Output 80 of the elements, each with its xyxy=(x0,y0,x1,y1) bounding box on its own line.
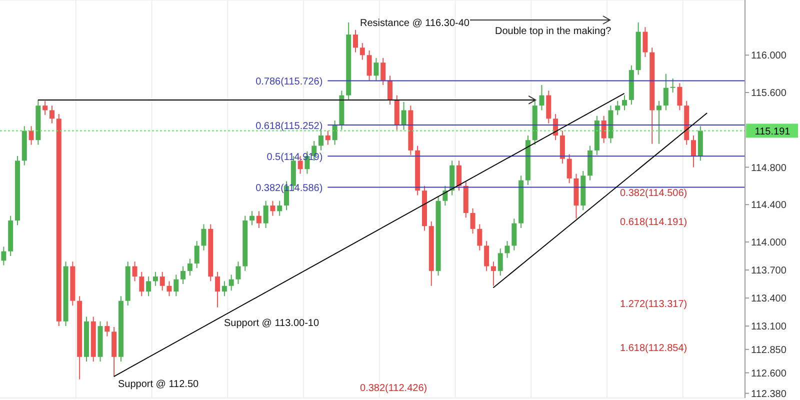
candlestick xyxy=(250,210,255,226)
candlestick xyxy=(498,248,503,276)
ref-line-label: 0.618(115.252) xyxy=(256,121,323,132)
y-tick-label: 113.700 xyxy=(751,266,787,277)
candlestick xyxy=(49,105,54,124)
y-tick-label: 115.600 xyxy=(751,88,787,100)
candlestick xyxy=(670,78,676,93)
candlestick xyxy=(146,276,152,297)
candlestick xyxy=(256,210,262,228)
candlestick xyxy=(160,271,165,292)
candlestick xyxy=(512,218,517,251)
candlestick xyxy=(132,261,138,282)
annotation: 0.618(114.191) xyxy=(620,217,688,228)
candlestick xyxy=(490,261,496,286)
y-tick-label: 114.800 xyxy=(751,162,787,174)
annotation: 0.382(112.426) xyxy=(360,383,428,394)
candlestick xyxy=(387,75,392,106)
y-tick-label: 116.000 xyxy=(751,50,787,62)
annotation: 1.618(112.854) xyxy=(620,343,688,354)
candlestick xyxy=(1,246,6,266)
candlestick xyxy=(152,271,158,286)
annotation: Support @ 113.00-10 xyxy=(224,318,320,329)
candlestick xyxy=(366,50,372,81)
annotation: Double top in the making? xyxy=(495,26,612,37)
candlestick xyxy=(484,240,490,272)
candlestick xyxy=(566,154,572,184)
y-tick-label: 112.380 xyxy=(751,388,787,400)
candlestick xyxy=(318,130,324,151)
y-tick-label: 114.400 xyxy=(751,200,787,212)
y-tick-label: 114.000 xyxy=(751,238,787,249)
candlestick xyxy=(442,185,448,206)
candlestick xyxy=(42,100,48,116)
candlestick xyxy=(228,274,234,292)
candlestick xyxy=(222,280,227,297)
y-tick-label: 112.850 xyxy=(751,344,787,356)
candlestick xyxy=(352,29,358,53)
y-tick-label: 112.600 xyxy=(751,368,787,380)
annotation: 0.382(114.506) xyxy=(620,188,688,199)
candlestick xyxy=(642,26,648,58)
candlestick xyxy=(477,224,482,251)
candlestick xyxy=(601,115,606,144)
y-tick-label: 113.400 xyxy=(751,294,787,305)
candlestick xyxy=(277,200,282,216)
candlestick xyxy=(28,126,34,146)
candlestick xyxy=(546,90,552,124)
y-tick-label: 113.100 xyxy=(751,322,787,333)
ref-line-label: 115.191 xyxy=(754,126,791,138)
candlestick xyxy=(539,84,544,111)
candlestick xyxy=(236,261,241,285)
candlestick xyxy=(174,274,179,297)
candlestick xyxy=(691,134,696,168)
candlestick xyxy=(201,224,206,251)
ref-line-label: 0.786(115.726) xyxy=(256,76,323,88)
candlestick xyxy=(215,271,220,308)
candlestick xyxy=(560,130,565,164)
annotation: Support @ 112.50 xyxy=(118,379,200,390)
candlestick xyxy=(325,130,330,146)
candlestick xyxy=(615,100,620,116)
candlestick xyxy=(166,280,172,297)
candlestick xyxy=(656,100,662,144)
candlestick xyxy=(622,94,628,111)
candlestick xyxy=(677,82,682,111)
candlestick xyxy=(401,101,406,130)
candlestick xyxy=(263,200,268,228)
candlestick xyxy=(456,160,462,192)
candlestick xyxy=(194,240,200,269)
candlestick xyxy=(380,57,386,86)
annotation: Resistance @ 116.30-40 xyxy=(360,18,470,29)
candlestick xyxy=(104,320,110,337)
candlestick xyxy=(180,266,186,285)
candlestick xyxy=(187,258,192,276)
candlestick xyxy=(360,42,365,60)
annotation: 1.272(113.317) xyxy=(620,299,688,310)
candlestick xyxy=(332,120,338,146)
candlestick xyxy=(663,73,668,111)
candlestick xyxy=(139,271,144,297)
candlestick xyxy=(504,240,510,258)
candlestick xyxy=(374,57,379,81)
candlestick xyxy=(470,208,476,234)
candlestick xyxy=(270,200,276,216)
